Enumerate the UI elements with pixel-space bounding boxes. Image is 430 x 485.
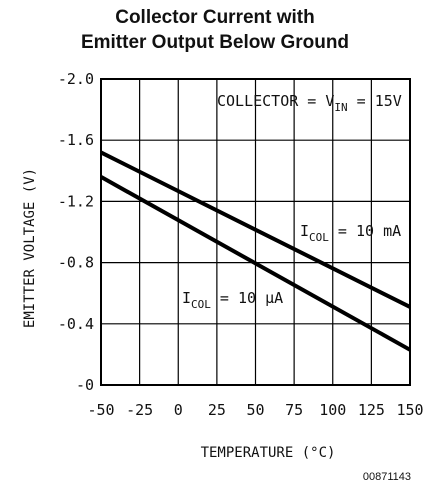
annotation-collector: COLLECTOR = VIN = 15V [217, 92, 402, 114]
x-axis-label: TEMPERATURE (°C) [201, 445, 336, 461]
x-tick-label: 75 [285, 401, 303, 419]
series-line-icol-10ma [100, 150, 411, 309]
x-tick-label: 0 [174, 401, 183, 419]
y-axis-label: EMITTER VOLTAGE (V) [22, 168, 38, 328]
x-tick-label: 150 [396, 401, 423, 419]
plot-frame [100, 78, 411, 386]
figure-id: 00871143 [363, 471, 411, 483]
x-tick-label: 25 [208, 401, 226, 419]
x-tick-label: -25 [126, 401, 153, 419]
chart-title-line2: Emitter Output Below Ground [80, 32, 350, 53]
y-tick-label: -0 [76, 376, 94, 394]
annotation-icol-10ma: ICOL = 10 mA [300, 222, 401, 244]
chart-title-line1: Collector Current with [115, 7, 315, 28]
y-tick-label: -0.4 [58, 315, 94, 333]
annotation-icol-10ua: ICOL = 10 μA [182, 289, 283, 311]
y-tick-label: -1.2 [58, 192, 94, 210]
series-lines [100, 150, 411, 352]
y-tick-label: -1.6 [58, 131, 94, 149]
x-tick-label: 125 [358, 401, 385, 419]
x-tick-label: 50 [246, 401, 264, 419]
y-tick-label: -0.8 [58, 254, 94, 272]
y-tick-label: -2.0 [58, 70, 94, 88]
x-tick-label: 100 [319, 401, 346, 419]
tick-labels: -50 -25 0 25 50 75 100 125 150 -2.0 -1.6 -1.2 -0.8 -0… [58, 70, 424, 419]
x-tick-label: -50 [87, 401, 114, 419]
series-line-icol-10ua [100, 175, 411, 352]
